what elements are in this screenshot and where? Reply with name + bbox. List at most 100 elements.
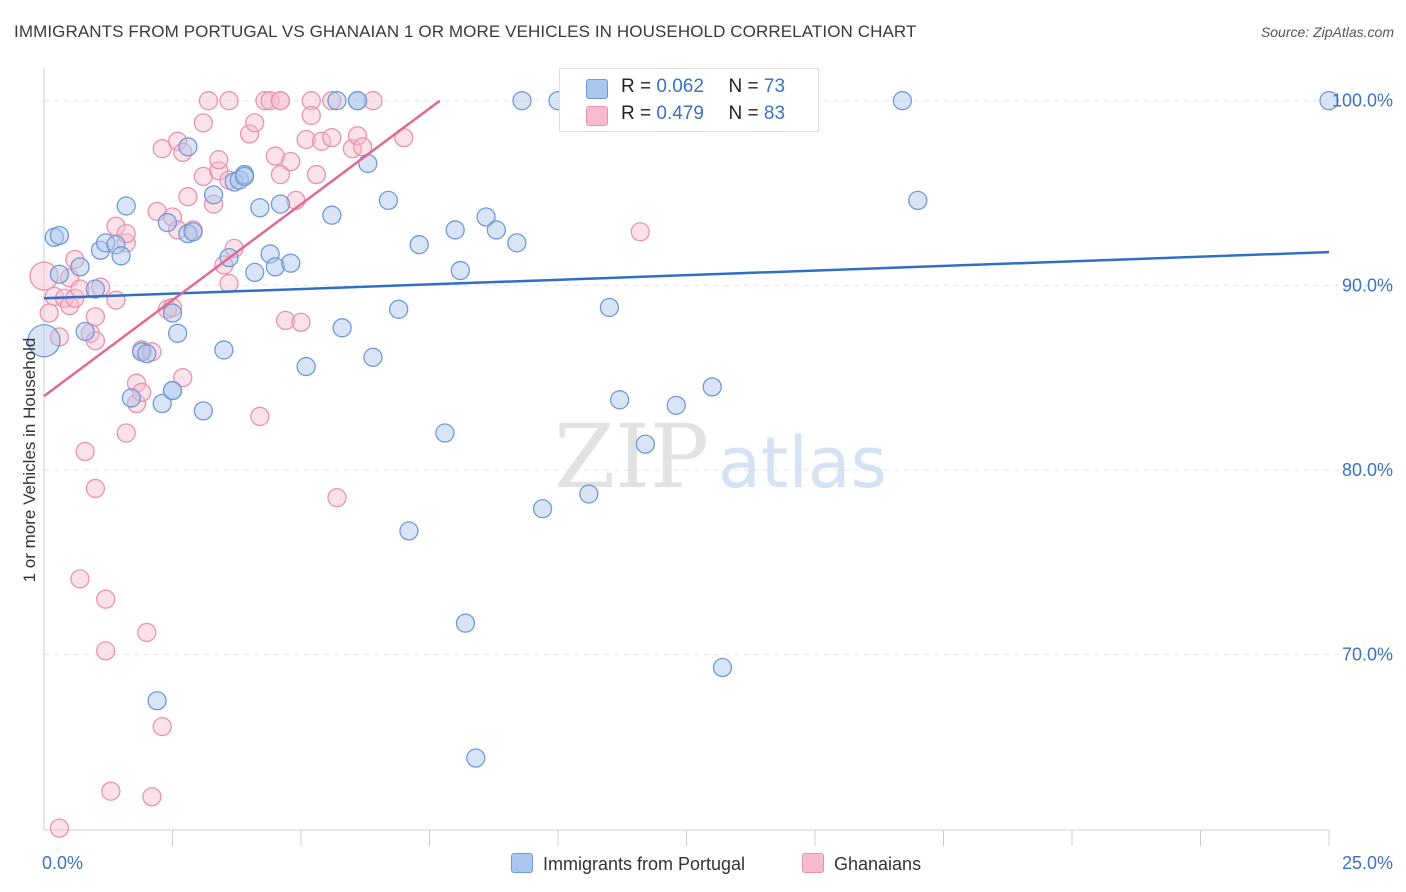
ghanaians-point: [250, 406, 270, 427]
portugal-point: [162, 303, 183, 323]
chart-title: IMMIGRANTS FROM PORTUGAL VS GHANAIAN 1 O…: [14, 22, 917, 41]
portugal-point: [281, 253, 301, 273]
portugal-point: [512, 91, 532, 111]
portugal-point: [450, 260, 470, 281]
watermark-zip: ZIP: [554, 405, 709, 508]
portugal-point: [229, 170, 249, 190]
portugal-point: [265, 257, 285, 277]
portugal-point: [157, 212, 178, 233]
portugal-point: [466, 748, 486, 768]
ghanaians-r-value: 0.479: [656, 103, 704, 124]
portugal-point: [332, 318, 352, 338]
ghanaians-point: [70, 569, 90, 589]
ghanaians-point: [193, 113, 213, 133]
portugal-point: [702, 377, 722, 397]
y-tick-label: 70.0%: [1342, 645, 1393, 665]
watermark-atlas: atlas: [718, 422, 887, 504]
legend-item-ghanaians[interactable]: Ghanaians: [802, 853, 921, 875]
ghanaians-point: [85, 478, 106, 499]
ghanaians-point: [327, 488, 347, 508]
portugal-n-value: 73: [763, 76, 786, 97]
stats-legend: R = 0.062 N = 73 R = 0.479 N = 83: [559, 68, 819, 132]
legend-label-portugal: Immigrants from Portugal: [543, 854, 746, 874]
ghanaians-point: [270, 91, 291, 111]
ghanaians-point: [198, 91, 219, 111]
ghanaians-point: [209, 150, 229, 170]
portugal-point: [666, 395, 686, 415]
ghanaians-point: [239, 124, 260, 144]
portugal-point: [203, 185, 224, 205]
portugal-point: [49, 264, 70, 284]
portugal-point: [409, 235, 429, 255]
portugal-point: [121, 388, 142, 408]
portugal-point: [137, 343, 157, 364]
ghanaians-point: [132, 382, 152, 403]
ghanaians-point: [275, 310, 296, 331]
portugal-point: [399, 521, 419, 541]
portugal-point: [234, 166, 255, 187]
portugal-legend-swatch: [511, 853, 533, 873]
portugal-point: [358, 153, 378, 174]
ghanaians-point: [270, 164, 291, 185]
ghanaians-point: [347, 126, 368, 146]
ghanaians-point: [363, 91, 383, 111]
portugal-point: [1319, 91, 1339, 111]
ghanaians-point: [311, 131, 332, 151]
portugal-point: [579, 484, 599, 504]
portugal-point: [445, 220, 465, 240]
portugal-point: [363, 347, 383, 367]
legend-label-ghanaians: Ghanaians: [834, 854, 922, 874]
ghanaians-point: [29, 261, 59, 291]
ghanaians-point: [173, 367, 193, 388]
trend-lines: [43, 99, 1330, 398]
ghanaians-legend-swatch: [802, 853, 824, 873]
portugal-point: [162, 380, 183, 401]
ghanaians-point: [39, 303, 59, 323]
ghanaians-point: [255, 91, 275, 111]
portugal-point: [75, 321, 95, 342]
ghanaians-point: [152, 716, 172, 737]
portugal-point: [167, 323, 188, 343]
portugal-point: [183, 222, 203, 242]
portugal-point: [892, 91, 913, 111]
portugal-point: [193, 401, 213, 421]
ghanaians-point: [96, 589, 116, 609]
portugal-point: [152, 393, 172, 414]
ghanaians-point: [260, 91, 280, 111]
r-label: R =: [621, 103, 652, 124]
ghanaians-point: [322, 127, 342, 148]
ghanaians-n-value: 83: [763, 103, 786, 124]
ghanaians-point: [167, 131, 188, 151]
portugal-trend-line: [43, 250, 1330, 300]
r-label: R =: [621, 76, 652, 97]
portugal-point: [599, 297, 620, 318]
ghanaians-point: [301, 91, 321, 111]
ghanaians-point: [142, 787, 162, 807]
ghanaians-point: [296, 129, 316, 150]
ghanaians-point: [152, 139, 172, 159]
portugal-point: [106, 235, 126, 255]
ghanaians-point: [101, 781, 121, 801]
portugal-point: [322, 205, 342, 225]
axes: [43, 68, 1330, 846]
portugal-point: [455, 613, 476, 633]
portugal-point: [476, 207, 496, 227]
portugal-point: [49, 225, 70, 246]
y-tick-labels: 100.0% 90.0% 80.0% 70.0%: [1332, 91, 1393, 665]
portugal-point: [111, 246, 131, 266]
x-tick-labels: 0.0% 25.0%: [42, 853, 1393, 873]
ghanaians-swatch: [586, 106, 608, 126]
watermark: ZIP atlas: [554, 405, 887, 508]
portugal-point: [178, 137, 198, 157]
ghanaians-point: [126, 393, 147, 414]
portugal-r-value: 0.062: [656, 76, 704, 97]
legend-item-portugal[interactable]: Immigrants from Portugal: [511, 853, 745, 875]
portugal-point: [532, 499, 553, 519]
ghanaians-point: [49, 818, 70, 838]
portugal-point: [147, 691, 167, 711]
y-tick-label: 80.0%: [1342, 460, 1393, 480]
portugal-swatch: [586, 79, 608, 99]
ghanaians-point: [245, 113, 265, 133]
portugal-point: [610, 390, 630, 410]
